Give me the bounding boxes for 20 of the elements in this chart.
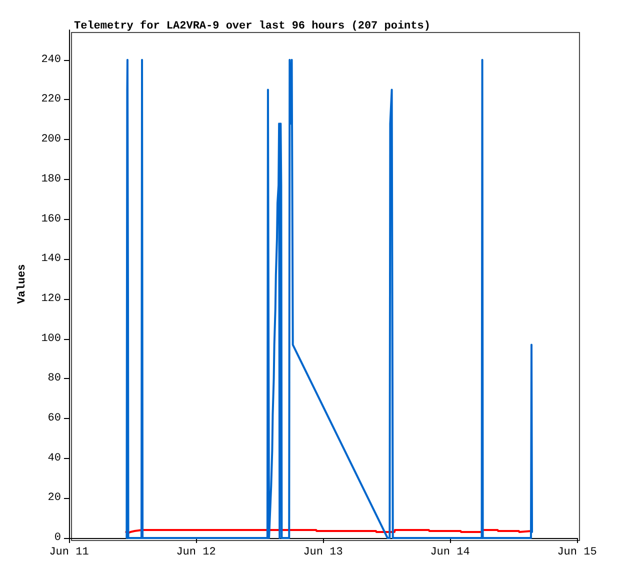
y-tick-label: 20 [48, 492, 61, 504]
x-tick-label: Jun 12 [176, 546, 216, 558]
y-tick-label: 0 [54, 532, 61, 544]
y-tick-label: 80 [48, 372, 61, 385]
y-tick-label: 140 [41, 253, 61, 266]
y-tick-label: 160 [41, 213, 61, 226]
y-tick-label: 220 [41, 94, 61, 106]
x-tick-label: Jun 13 [303, 546, 343, 558]
y-tick-label: 40 [48, 452, 61, 464]
y-tick-label: 240 [41, 54, 61, 66]
x-tick-label: Jun 14 [430, 546, 470, 558]
y-tick-label: 200 [41, 134, 61, 146]
y-tick-label: 180 [41, 173, 61, 186]
y-axis-title: Values [16, 264, 28, 304]
x-tick-label: Jun 15 [557, 546, 597, 558]
x-tick-label: Jun 11 [49, 546, 90, 558]
y-tick-label: 120 [41, 292, 61, 305]
y-tick-label: 100 [41, 332, 61, 345]
chart-title: Telemetry for LA2VRA-9 over last 96 hours (207 points) [74, 20, 430, 32]
y-tick-label: 60 [48, 412, 61, 424]
